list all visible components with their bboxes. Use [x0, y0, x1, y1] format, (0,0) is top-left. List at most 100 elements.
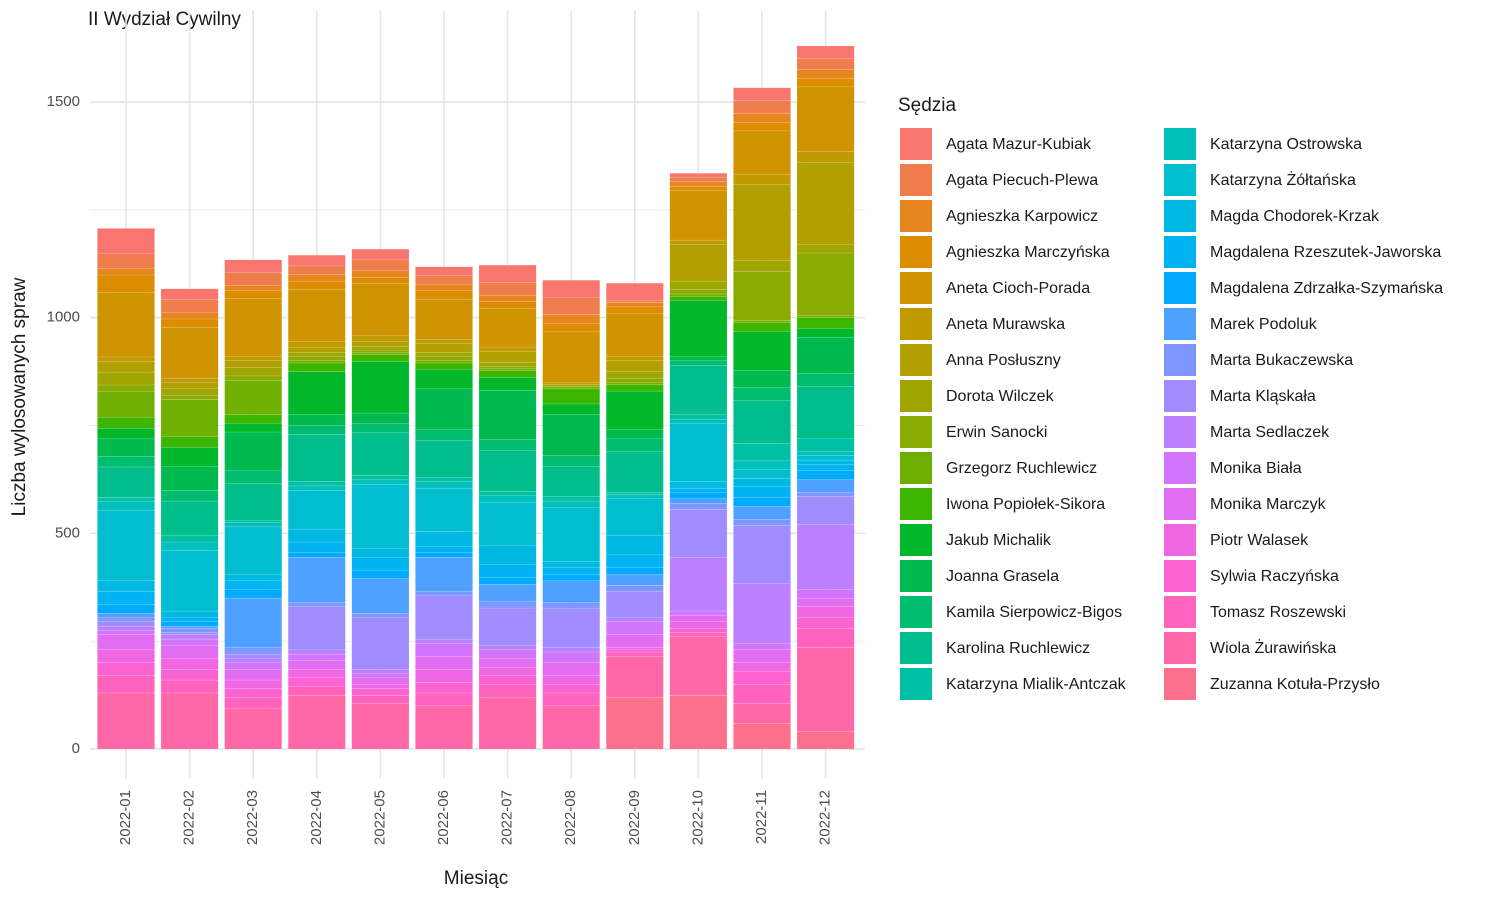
legend-title: Sędzia: [898, 95, 957, 116]
bar-segment: [733, 260, 791, 272]
bar-segment: [160, 638, 219, 646]
bar-segment: [288, 274, 346, 282]
legend-label: Jakub Michalik: [946, 532, 1052, 549]
bar-segment: [224, 289, 282, 299]
bar-segment: [415, 290, 473, 300]
bar-segment: [415, 388, 473, 430]
bar-segment: [97, 634, 155, 650]
legend-label: Monika Marczyk: [1210, 496, 1327, 513]
legend-label: Agata Piecuch-Plewa: [946, 172, 1098, 189]
bar-segment: [224, 662, 282, 670]
legend-label: Dorota Wilczek: [946, 388, 1055, 405]
bar-segment: [478, 607, 537, 646]
bar-segment: [478, 697, 537, 750]
legend-key: [900, 524, 932, 556]
legend-key: [1164, 164, 1196, 196]
bar-segment: [224, 356, 282, 361]
bar-segment: [160, 632, 219, 635]
legend-key: [1164, 416, 1196, 448]
bar-segment: [224, 658, 282, 663]
bar-segment: [669, 239, 728, 245]
legend-key: [900, 488, 932, 520]
legend-label: Magdalena Rzeszutek-Jaworska: [1210, 244, 1441, 261]
bar-segment: [542, 496, 600, 502]
bar-segment: [97, 617, 155, 622]
bar-segment: [796, 317, 855, 329]
bar-segment: [224, 259, 282, 273]
bar-segment: [669, 356, 728, 361]
bar-segment: [415, 266, 473, 276]
bar-segment: [97, 371, 155, 386]
legend-key: [1164, 308, 1196, 340]
bar-segment: [224, 520, 282, 523]
bar-segment: [669, 186, 728, 191]
bar-segment: [288, 414, 346, 426]
bar-segment: [478, 370, 537, 378]
legend-key: [1164, 488, 1196, 520]
bar-segment: [542, 608, 600, 648]
legend-label: Joanna Grasela: [946, 568, 1059, 585]
bar-segment: [542, 323, 600, 333]
legend-key: [900, 164, 932, 196]
bar-segment: [478, 601, 537, 609]
bar-segment: [606, 656, 664, 698]
legend-key: [900, 632, 932, 664]
bar-segment: [669, 289, 728, 295]
bar-segment: [796, 455, 855, 461]
bar-segment: [542, 580, 600, 603]
bar-segment: [478, 366, 537, 369]
bar-segment: [415, 360, 473, 364]
bar-segment: [606, 591, 664, 618]
bar-segment: [606, 302, 664, 308]
legend-label: Zuzanna Kotuła-Przysło: [1210, 676, 1380, 693]
legend-label: Iwona Popiołek-Sikora: [946, 496, 1105, 513]
bar-segment: [415, 591, 473, 597]
bar-segment: [478, 368, 537, 371]
bar-segment: [478, 346, 537, 352]
bar-segment: [97, 356, 155, 362]
bar-segment: [288, 490, 346, 530]
bar-segment: [669, 628, 728, 633]
bar-segment: [415, 369, 473, 389]
bar-segment: [351, 354, 410, 362]
bar-segment: [415, 682, 473, 694]
bar-segment: [224, 414, 282, 424]
legend-key: [1164, 200, 1196, 232]
bar-segment: [224, 470, 282, 484]
legend-label: Kamila Sierpowicz-Bigos: [946, 604, 1122, 621]
legend-key: [1164, 380, 1196, 412]
legend-label: Agnieszka Marczyńska: [946, 244, 1110, 261]
bar-segment: [542, 384, 600, 387]
bar-segment: [224, 431, 282, 471]
legend-key: [1164, 128, 1196, 160]
bar-segment: [288, 481, 346, 487]
bar-segment: [351, 556, 410, 571]
bar-segment: [351, 283, 410, 336]
bar-segment: [288, 695, 346, 750]
bar-segment: [97, 580, 155, 592]
bar-segment: [288, 280, 346, 290]
bar-segment: [733, 519, 791, 526]
bar-segment: [97, 274, 155, 293]
bar-segment: [796, 78, 855, 88]
bar-segment: [97, 675, 155, 694]
x-tick-label: 2022-05: [371, 790, 388, 845]
bar-segment: [733, 703, 791, 724]
bar-segment: [606, 313, 664, 357]
bar-segment: [160, 377, 219, 383]
bar-segment: [351, 688, 410, 696]
legend-key: [900, 128, 932, 160]
bar-segment: [415, 440, 473, 478]
bar-segment: [351, 350, 410, 353]
legend-key: [1164, 668, 1196, 700]
bar-segment: [606, 492, 664, 495]
bar-segment: [796, 606, 855, 618]
bar-segment: [160, 658, 219, 670]
bar-segment: [669, 509, 728, 558]
bar-segment: [669, 244, 728, 282]
bar-segment: [288, 660, 346, 670]
legend-label: Karolina Ruchlewicz: [946, 640, 1090, 657]
bar-segment: [351, 569, 410, 579]
bar-segment: [160, 625, 219, 629]
